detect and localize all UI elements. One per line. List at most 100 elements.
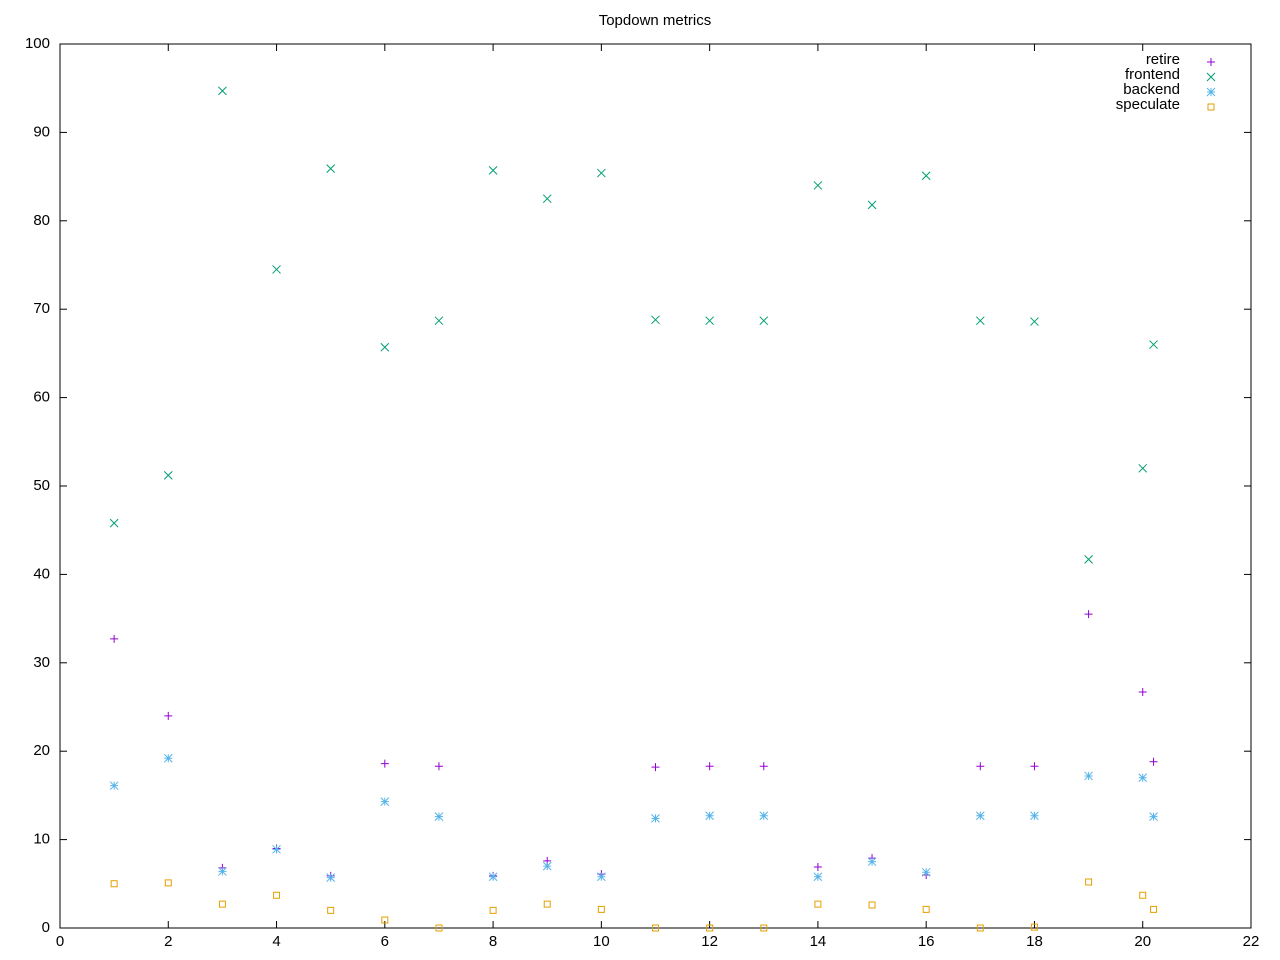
y-tick-label: 0: [42, 919, 50, 936]
y-tick-label: 90: [33, 123, 50, 140]
point: [542, 194, 552, 204]
point: [380, 797, 390, 806]
point: [705, 811, 714, 821]
point: [868, 901, 876, 909]
point: [597, 905, 605, 913]
point: [327, 906, 335, 914]
point: [1030, 811, 1039, 821]
point: [488, 166, 498, 175]
x-tick-label: 22: [1243, 933, 1260, 950]
x-tick-label: 12: [701, 933, 718, 950]
point: [651, 763, 660, 772]
legend-label: retire: [1146, 51, 1180, 68]
point: [380, 342, 390, 352]
y-tick-label: 40: [33, 565, 50, 582]
point: [434, 762, 443, 771]
x-tick-label: 8: [489, 933, 497, 950]
legend-marker: [1207, 103, 1215, 111]
legend-label: backend: [1123, 81, 1180, 98]
legend-marker: [1206, 87, 1216, 97]
point: [814, 900, 822, 908]
x-tick-label: 10: [593, 933, 610, 950]
point: [706, 924, 714, 932]
x-tick-label: 0: [56, 933, 64, 950]
point: [921, 171, 931, 181]
point: [1139, 891, 1147, 899]
x-tick-label: 6: [381, 933, 389, 950]
y-tick-label: 10: [33, 831, 50, 848]
x-tick-label: 18: [1026, 933, 1043, 950]
point: [1138, 773, 1148, 783]
point: [759, 762, 768, 771]
point: [1149, 757, 1158, 766]
point: [1138, 687, 1147, 696]
point: [1149, 812, 1158, 821]
point: [218, 86, 227, 96]
point: [813, 181, 823, 190]
point: [597, 168, 606, 178]
point: [1150, 905, 1158, 913]
point: [760, 924, 768, 932]
y-tick-label: 30: [33, 654, 50, 671]
point: [651, 315, 660, 325]
point: [272, 844, 281, 854]
x-tick-label: 16: [918, 933, 935, 950]
point: [434, 316, 444, 326]
point: [652, 924, 659, 932]
point: [273, 891, 281, 899]
point: [434, 812, 444, 821]
point: [1084, 555, 1093, 564]
y-tick-label: 20: [33, 742, 50, 759]
plot-frame: [59, 43, 1252, 929]
point: [218, 867, 227, 876]
point: [543, 900, 551, 908]
chart-title: Topdown metrics: [599, 12, 712, 29]
legend-label: frontend: [1125, 66, 1180, 83]
point: [1084, 610, 1093, 619]
point: [651, 814, 660, 823]
point: [381, 916, 389, 924]
y-tick-label: 50: [33, 477, 50, 494]
point: [1030, 317, 1039, 326]
point: [164, 879, 172, 887]
x-tick-label: 2: [164, 933, 172, 950]
point: [110, 880, 118, 888]
point: [759, 316, 769, 326]
point: [705, 316, 714, 326]
y-tick-label: 70: [33, 300, 50, 317]
point: [109, 518, 119, 528]
point: [326, 873, 336, 882]
y-tick-label: 60: [33, 389, 50, 406]
point: [759, 811, 769, 821]
point: [164, 711, 173, 720]
point: [489, 906, 497, 914]
point: [975, 316, 985, 326]
x-tick-label: 4: [272, 933, 280, 950]
point: [380, 759, 389, 768]
y-tick-label: 100: [25, 35, 50, 52]
point: [1030, 923, 1038, 931]
point: [542, 861, 552, 871]
point: [1030, 762, 1039, 771]
point: [163, 753, 173, 763]
point: [218, 900, 226, 908]
point: [1084, 771, 1093, 781]
legend-marker: [1206, 72, 1216, 82]
point: [813, 863, 822, 872]
point: [435, 924, 443, 932]
point: [921, 867, 931, 877]
point: [867, 857, 877, 867]
point: [975, 811, 985, 821]
y-tick-label: 80: [33, 212, 50, 229]
point: [922, 905, 930, 913]
point: [597, 872, 606, 882]
point: [110, 634, 119, 643]
point: [867, 200, 877, 210]
point: [976, 762, 985, 771]
legend-label: speculate: [1116, 96, 1180, 113]
point: [109, 781, 119, 791]
point: [488, 872, 498, 882]
point: [813, 872, 823, 882]
